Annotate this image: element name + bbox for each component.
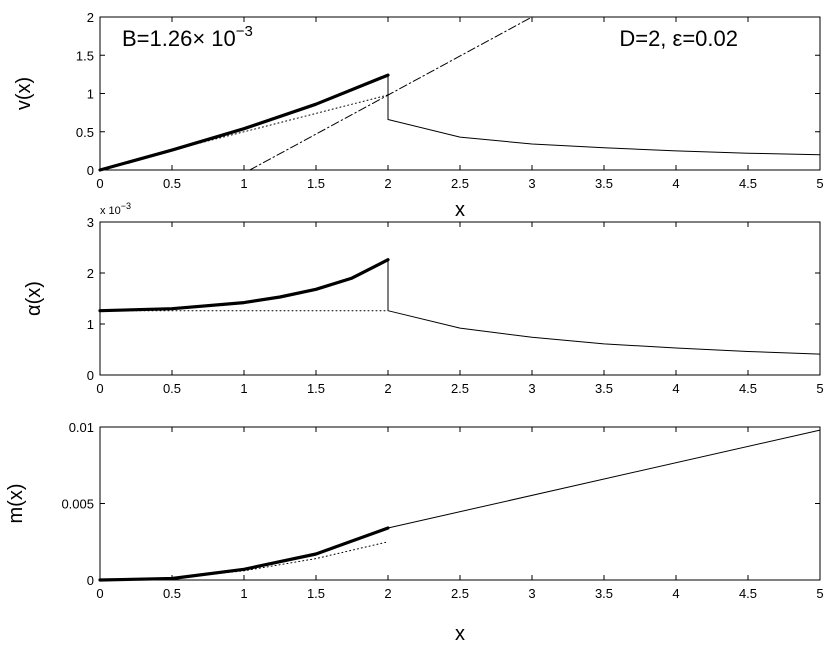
y-tick-label: 0 xyxy=(87,573,94,588)
y-tick-label: 0.5 xyxy=(76,125,94,140)
series-line-dotted xyxy=(99,541,389,581)
y-multiplier-base: x 10 xyxy=(100,205,121,217)
y-multiplier: x 10−3 xyxy=(100,201,131,217)
x-tick-label: 3.5 xyxy=(595,586,613,601)
series-line-thick xyxy=(98,526,390,582)
x-tick-label: 1 xyxy=(240,381,247,396)
series-line-dashdot xyxy=(249,16,533,171)
x-tick-label: 3 xyxy=(528,176,535,191)
x-tick-label: 1.5 xyxy=(307,381,325,396)
x-tick-label: 0.5 xyxy=(163,176,181,191)
x-tick-label: 4.5 xyxy=(739,381,757,396)
x-tick-label: 3 xyxy=(528,381,535,396)
x-tick-label: 5 xyxy=(816,381,823,396)
y-axis-label: α(x) xyxy=(23,281,45,316)
series-line-dotted xyxy=(99,94,389,171)
y-tick-label: 0.005 xyxy=(61,497,94,512)
y-tick-label: 3 xyxy=(87,215,94,230)
y-tick-label: 0.01 xyxy=(69,420,94,435)
annotation-superscript: −3 xyxy=(236,23,253,40)
axes-frame xyxy=(99,221,821,376)
y-axis-label: m(x) xyxy=(5,484,27,524)
x-tick-label: 0 xyxy=(96,381,103,396)
series-line-thin xyxy=(387,429,821,529)
x-tick-label: 4.5 xyxy=(739,586,757,601)
x-tick-label: 2 xyxy=(384,176,391,191)
x-tick-label: 0 xyxy=(96,586,103,601)
x-axis-label: x xyxy=(455,623,465,645)
annotation-top-right: D=2, ε=0.02 xyxy=(619,26,738,51)
series-line-thin xyxy=(387,259,821,355)
y-tick-label: 1 xyxy=(87,87,94,102)
panel-mass: 0 0.5 1 1.5 2 2.5 3 3.5 4 4.5 5 0 0.005 0.01 m(x) x xyxy=(5,420,824,645)
x-tick-label: 1 xyxy=(240,176,247,191)
y-tick-label: 0 xyxy=(87,368,94,383)
y-tick-label: 0 xyxy=(87,163,94,178)
y-axis-label: v(x) xyxy=(13,77,35,110)
x-tick-label: 0 xyxy=(96,176,103,191)
series-line-thick xyxy=(98,258,390,313)
x-tick-label: 1.5 xyxy=(307,586,325,601)
x-tick-label: 0.5 xyxy=(163,586,181,601)
x-tick-label: 1.5 xyxy=(307,176,325,191)
series-line-thick xyxy=(98,73,390,172)
panel-alpha: 0 0.5 1 1.5 2 2.5 3 3.5 4 4.5 5 0 1 2 3 α(x) x 10−3 xyxy=(23,201,824,396)
panel-velocity: 0 0.5 1 1.5 2 2.5 3 3.5 4 4.5 5 0 0.5 1 1.5 2 v(x) x B=1.2… xyxy=(13,10,824,221)
series-line-thin xyxy=(387,74,821,156)
y-tick-label: 1 xyxy=(87,317,94,332)
annotation-text: D=2, ε=0.02 xyxy=(619,26,738,51)
y-tick-label: 2 xyxy=(87,266,94,281)
y-tick-label: 1.5 xyxy=(76,48,94,63)
x-axis-label: x xyxy=(455,199,465,221)
x-tick-label: 3.5 xyxy=(595,176,613,191)
x-tick-label: 2.5 xyxy=(451,176,469,191)
x-tick-label: 1 xyxy=(240,586,247,601)
x-tick-label: 2.5 xyxy=(451,381,469,396)
annotation-top-left: B=1.26× 10−3 xyxy=(122,23,253,51)
y-tick-label: 2 xyxy=(87,10,94,25)
x-tick-label: 2.5 xyxy=(451,586,469,601)
x-tick-label: 4 xyxy=(672,381,679,396)
x-tick-label: 2 xyxy=(384,381,391,396)
x-tick-label: 5 xyxy=(816,176,823,191)
y-multiplier-exponent: −3 xyxy=(121,201,131,211)
x-tick-label: 5 xyxy=(816,586,823,601)
x-tick-label: 2 xyxy=(384,586,391,601)
annotation-text: B=1.26× 10 xyxy=(122,26,236,51)
axes-frame xyxy=(99,426,821,581)
x-tick-label: 3 xyxy=(528,586,535,601)
x-tick-label: 4.5 xyxy=(739,176,757,191)
x-tick-label: 4 xyxy=(672,586,679,601)
x-tick-label: 0.5 xyxy=(163,381,181,396)
x-tick-label: 3.5 xyxy=(595,381,613,396)
x-tick-label: 4 xyxy=(672,176,679,191)
